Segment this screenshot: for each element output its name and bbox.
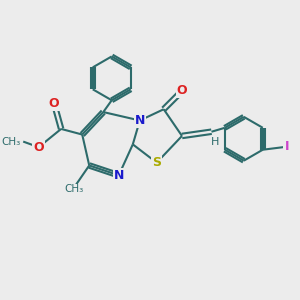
Text: O: O xyxy=(177,85,187,98)
Text: CH₃: CH₃ xyxy=(1,136,20,147)
Text: I: I xyxy=(284,140,289,153)
Text: O: O xyxy=(33,141,44,154)
Text: N: N xyxy=(114,169,124,182)
Text: O: O xyxy=(49,97,59,110)
Text: S: S xyxy=(152,156,161,169)
Text: H: H xyxy=(211,137,219,147)
Text: N: N xyxy=(135,114,145,127)
Text: CH₃: CH₃ xyxy=(64,184,83,194)
